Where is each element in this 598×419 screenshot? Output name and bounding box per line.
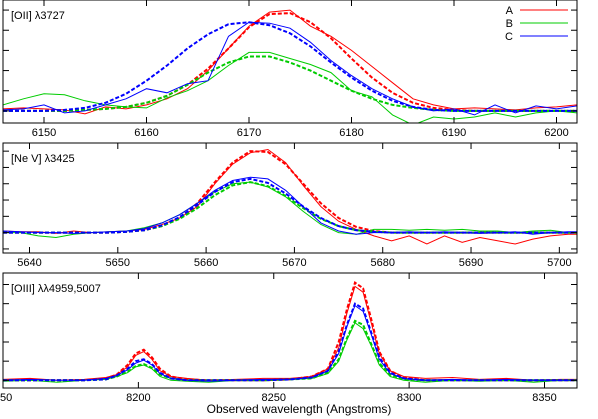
legend: ABC bbox=[505, 5, 568, 43]
x-tick-label: 8300 bbox=[397, 392, 421, 404]
panel-2: 5640 5650 5660 5670 5680 5690 5700 [Ne V] λ3425 bbox=[2, 142, 578, 269]
panel-frame bbox=[2, 272, 578, 389]
panel-title: [Ne V] λ3425 bbox=[11, 153, 75, 165]
x-tick-label: 8350 bbox=[532, 392, 556, 404]
x-tick-label: 6170 bbox=[237, 127, 261, 139]
x-tick-label: 6180 bbox=[339, 127, 363, 139]
series-C-model-line bbox=[3, 302, 577, 382]
x-tick-label: 5680 bbox=[370, 257, 394, 269]
x-tick-label: 5640 bbox=[17, 257, 41, 269]
x-axis-label: Observed wavelength (Angstroms) bbox=[207, 402, 392, 416]
x-tick-label: 5690 bbox=[459, 257, 483, 269]
x-tick-label: 8200 bbox=[126, 392, 150, 404]
series-C-model-line bbox=[3, 21, 577, 112]
x-tick-label: 5700 bbox=[547, 257, 571, 269]
x-tick-label: 5660 bbox=[194, 257, 218, 269]
series-group bbox=[3, 148, 577, 245]
series-A-observed-line bbox=[3, 9, 577, 115]
legend-label-A: A bbox=[506, 5, 514, 17]
panel-title: [OIII] λλ4959,5007 bbox=[11, 283, 101, 295]
panel-frame bbox=[2, 142, 578, 254]
legend-label-C: C bbox=[505, 31, 513, 43]
x-tick-label: 6200 bbox=[544, 127, 568, 139]
x-tick-label: 5670 bbox=[282, 257, 306, 269]
panel-3: 50 8200 8250 8300 8350 [OIII] λλ4959,5007 bbox=[0, 272, 578, 404]
x-tick-label: 5650 bbox=[106, 257, 130, 269]
series-C-model-line bbox=[3, 177, 577, 234]
x-tick-label: 6150 bbox=[32, 127, 56, 139]
series-C-observed-line bbox=[3, 21, 577, 116]
legend-label-B: B bbox=[506, 18, 513, 30]
series-B-model-line bbox=[3, 319, 577, 382]
panel-title: [OII] λ3727 bbox=[11, 10, 65, 22]
series-B-model-line bbox=[3, 55, 577, 112]
x-tick-label: 50 bbox=[0, 392, 12, 404]
series-group bbox=[3, 280, 577, 383]
series-group bbox=[3, 9, 577, 123]
panel-1: 6150 6160 6170 6180 6190 6200 [OII] λ3727 bbox=[2, 0, 578, 139]
x-tick-label: 8250 bbox=[262, 392, 286, 404]
x-tick-label: 6160 bbox=[134, 127, 158, 139]
x-tick-label: 6190 bbox=[442, 127, 466, 139]
panel-frame bbox=[2, 0, 578, 124]
